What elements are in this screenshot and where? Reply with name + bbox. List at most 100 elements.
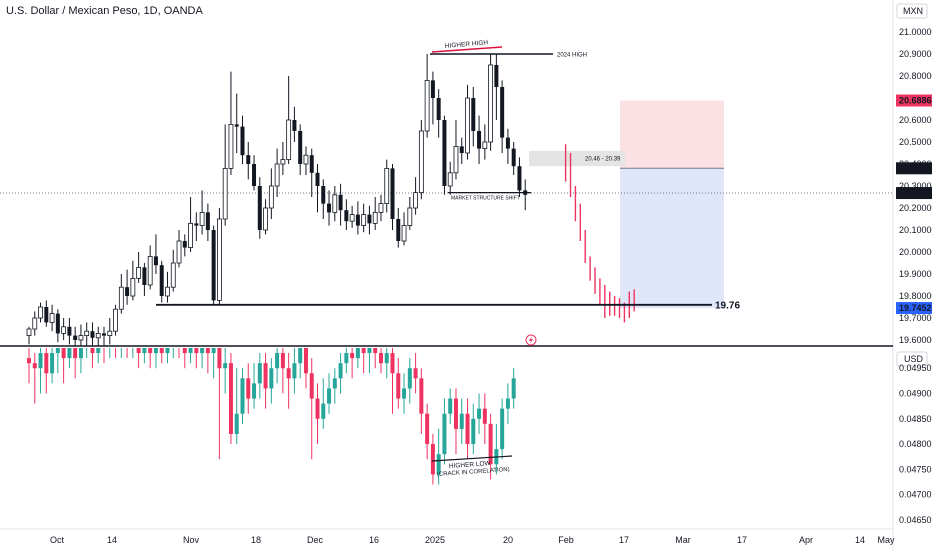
sub-candle	[252, 383, 257, 399]
candle	[194, 223, 199, 226]
sub-candle	[142, 348, 147, 354]
sub-candle	[159, 348, 164, 354]
candle	[95, 332, 101, 339]
time-tick: 14	[855, 535, 865, 545]
sub-candle	[332, 378, 337, 389]
sub-candle	[402, 388, 407, 399]
candle	[355, 214, 360, 226]
candle	[390, 168, 395, 219]
sub-candle	[96, 348, 101, 354]
sub-price-tick: 0.04650	[899, 515, 932, 525]
candle	[199, 211, 205, 226]
higher-low-line	[431, 455, 513, 462]
candle	[113, 308, 118, 332]
sub-candle	[465, 413, 470, 445]
sub-candle	[373, 348, 378, 354]
candle	[303, 154, 309, 165]
candle	[447, 172, 453, 187]
candle	[418, 130, 424, 193]
candle	[205, 212, 210, 230]
candle	[32, 317, 38, 330]
candle	[517, 166, 522, 191]
candle	[315, 172, 320, 186]
candle	[136, 266, 142, 279]
candle	[321, 186, 326, 204]
candle	[453, 145, 459, 174]
candle	[401, 225, 407, 242]
time-tick: 2025	[425, 535, 445, 545]
price-tick: 20.30000	[899, 181, 932, 191]
sub-candle	[257, 363, 262, 384]
sub-candle	[67, 348, 72, 359]
candle	[118, 286, 124, 310]
sub-candle	[361, 348, 366, 354]
sub-candle	[436, 454, 441, 475]
candle	[217, 218, 222, 301]
time-tick: Apr	[799, 535, 813, 545]
lightning-icon	[529, 336, 533, 344]
sub-price-tick: 0.04900	[899, 389, 932, 399]
sub-candle	[448, 398, 453, 414]
sub-candle	[430, 444, 435, 475]
sub-candle	[344, 353, 349, 364]
price-tick: 20.20000	[899, 203, 932, 213]
sub-candle	[384, 353, 389, 364]
sub-candle	[55, 348, 60, 354]
price-tick: 21.00000	[899, 27, 932, 37]
sub-candle	[292, 363, 297, 379]
price-tick: 20.00000	[899, 247, 932, 257]
candle	[436, 98, 441, 120]
candle	[482, 141, 488, 149]
candle	[344, 210, 349, 222]
candle	[349, 214, 355, 222]
candle	[165, 286, 170, 297]
stop-zone	[620, 168, 724, 309]
candle	[159, 265, 164, 296]
candle	[130, 277, 136, 297]
candle	[49, 313, 55, 323]
candle	[505, 137, 510, 149]
candle	[459, 146, 464, 153]
time-tick: Feb	[558, 535, 574, 545]
supply-zone	[529, 150, 625, 167]
sub-candle	[338, 363, 343, 379]
sub-price-tick: 0.04950	[899, 363, 932, 373]
candle	[442, 120, 447, 186]
price-tick: 20.10000	[899, 225, 932, 235]
sub-candle	[396, 373, 401, 399]
sub-candle	[419, 378, 424, 414]
candle	[78, 335, 84, 341]
sub-candle	[511, 378, 516, 399]
sub-candle	[505, 398, 510, 409]
sub-candle	[350, 353, 355, 359]
sub-candle	[234, 413, 239, 434]
candle	[494, 65, 499, 87]
sub-candle	[50, 353, 55, 374]
sub-candle	[500, 408, 505, 450]
crack-label: (CRACK IN CORELATION)	[437, 467, 510, 478]
sub-candle	[407, 368, 412, 389]
candle	[309, 155, 314, 173]
candle	[407, 207, 413, 227]
candle	[511, 148, 516, 167]
candle	[465, 97, 470, 154]
sub-candle	[32, 363, 37, 369]
sub-candle	[453, 398, 458, 429]
sub-candle	[315, 398, 320, 419]
sub-candle	[153, 348, 158, 354]
sub-candle	[303, 348, 308, 374]
sub-candle	[200, 348, 205, 354]
candle	[274, 163, 280, 187]
candle	[332, 194, 338, 213]
candle	[142, 267, 147, 285]
price-badge-label: 20.68864	[899, 95, 932, 105]
sub-price-tick: 0.04850	[899, 414, 932, 424]
candle	[488, 64, 494, 143]
time-tick: 20	[503, 535, 513, 545]
sub-candle	[321, 403, 326, 419]
higher-low-label: HIGHER LOW	[449, 460, 492, 470]
sub-candle	[136, 348, 141, 354]
sub-candle	[442, 413, 447, 455]
price-tick: 20.90000	[899, 49, 932, 59]
